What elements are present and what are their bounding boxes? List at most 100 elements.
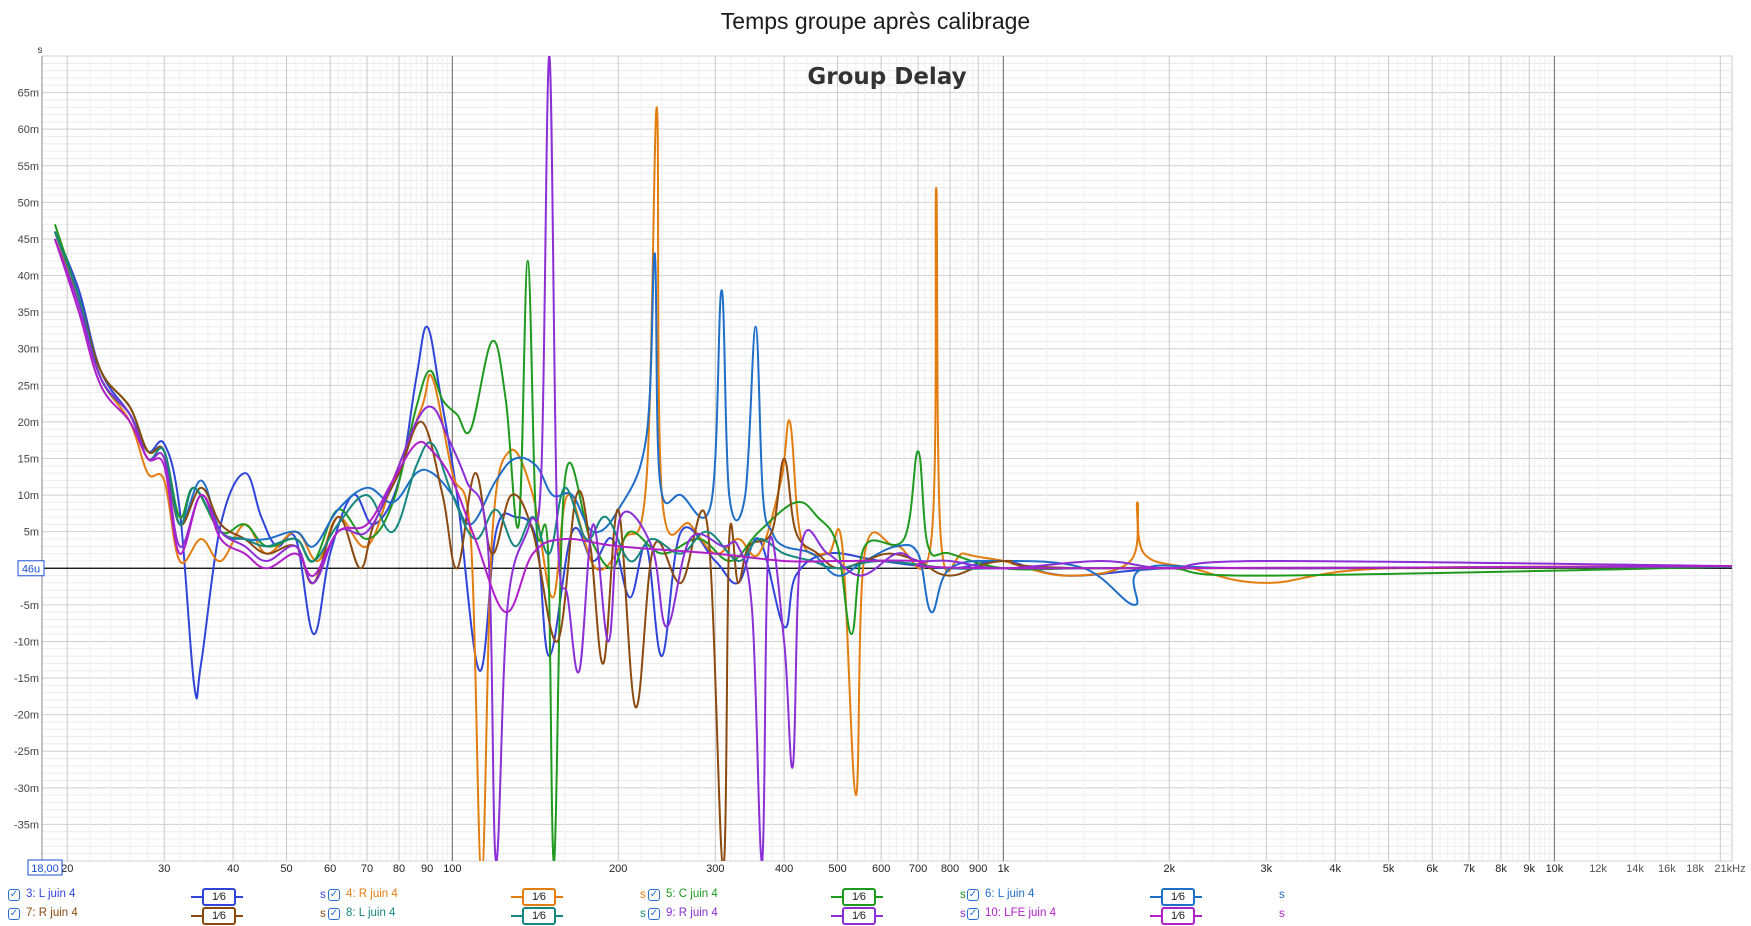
x-tick-label: 700 bbox=[909, 863, 927, 875]
legend-checkbox[interactable]: ✓ bbox=[328, 908, 340, 920]
cursor-readout-box: 18,00 bbox=[27, 859, 63, 876]
y-tick-label: -10m bbox=[14, 636, 39, 648]
legend-checkbox[interactable]: ✓ bbox=[8, 908, 20, 920]
legend-label: 6: L juin 4 bbox=[985, 888, 1035, 900]
smoothing-value: 1⁄6 bbox=[202, 907, 236, 925]
y-tick-label: 60m bbox=[18, 124, 39, 136]
smoothing-value: 1⁄6 bbox=[202, 888, 236, 906]
legend-unit: s bbox=[640, 908, 646, 920]
smoothing-button[interactable]: 1⁄6 bbox=[1150, 906, 1202, 925]
y-tick-label: 30m bbox=[18, 344, 39, 356]
x-tick-label: 3k bbox=[1261, 863, 1273, 875]
smoothing-button[interactable]: 1⁄6 bbox=[831, 906, 883, 925]
y-tick-label: -30m bbox=[14, 783, 39, 795]
x-tick-label: 600 bbox=[872, 863, 890, 875]
smoothing-button[interactable]: 1⁄6 bbox=[831, 887, 883, 906]
legend-unit: s bbox=[320, 908, 326, 920]
group-delay-chart[interactable]: 20 30 40 50 60 70 80 90 100 200 300 400 500 600 700 800… bbox=[0, 0, 1751, 880]
x-tick-label: 10k bbox=[1546, 863, 1564, 875]
smoothing-button[interactable]: 1⁄6 bbox=[511, 887, 563, 906]
y-tick-label: 5m bbox=[24, 527, 39, 539]
x-tick-label: 2k bbox=[1163, 863, 1175, 875]
legend-unit: s bbox=[320, 889, 326, 901]
smoothing-button[interactable]: 1⁄6 bbox=[191, 887, 243, 906]
x-tick-label: 800 bbox=[941, 863, 959, 875]
legend-label: 5: C juin 4 bbox=[666, 888, 718, 900]
zero-readout: 46u bbox=[22, 563, 40, 575]
smoothing-button[interactable]: 1⁄6 bbox=[191, 906, 243, 925]
legend-label: 10: LFE juin 4 bbox=[985, 907, 1056, 919]
x-tick-label: 40 bbox=[227, 863, 239, 875]
x-tick-label: 1k bbox=[998, 863, 1010, 875]
legend-checkbox[interactable]: ✓ bbox=[967, 889, 979, 901]
legend-label: 8: L juin 4 bbox=[346, 907, 396, 919]
page-title: Temps groupe après calibrage bbox=[720, 8, 1031, 34]
legend-unit: s bbox=[1279, 889, 1285, 901]
series-line-6 bbox=[53, 231, 1732, 570]
x-tick-label: 7k bbox=[1463, 863, 1475, 875]
x-tick-label: 5k bbox=[1383, 863, 1395, 875]
legend-item: ✓ 7: R juin 4 1⁄6 s bbox=[8, 906, 326, 926]
legend-checkbox[interactable]: ✓ bbox=[648, 889, 660, 901]
legend-checkbox[interactable]: ✓ bbox=[328, 889, 340, 901]
legend-unit: s bbox=[960, 908, 966, 920]
smoothing-value: 1⁄6 bbox=[1161, 907, 1195, 925]
y-tick-label: 15m bbox=[18, 454, 39, 466]
y-tick-label: 20m bbox=[18, 417, 39, 429]
legend-unit: s bbox=[960, 889, 966, 901]
legend-item: ✓ 4: R juin 4 1⁄6 s bbox=[328, 887, 646, 907]
chart-title: Group Delay bbox=[807, 64, 966, 90]
x-tick-label: 12k bbox=[1589, 863, 1607, 875]
x-tick-label: 70 bbox=[361, 863, 373, 875]
series-line-7 bbox=[53, 56, 1732, 861]
legend-checkbox[interactable]: ✓ bbox=[648, 908, 660, 920]
y-tick-label: 40m bbox=[18, 271, 39, 283]
y-tick-label: -15m bbox=[14, 673, 39, 685]
y-tick-label: 35m bbox=[18, 307, 39, 319]
series-layer bbox=[53, 56, 1732, 861]
series-line-8 bbox=[53, 238, 1732, 614]
x-tick-label: 100 bbox=[443, 863, 461, 875]
legend-label: 4: R juin 4 bbox=[346, 888, 398, 900]
legend-unit: s bbox=[640, 889, 646, 901]
legend-checkbox[interactable]: ✓ bbox=[8, 889, 20, 901]
x-tick-label: 200 bbox=[609, 863, 627, 875]
smoothing-value: 1⁄6 bbox=[1161, 888, 1195, 906]
x-tick-label: 9k bbox=[1523, 863, 1535, 875]
x-tick-label: 300 bbox=[706, 863, 724, 875]
legend-item: ✓ 6: L juin 4 1⁄6 s bbox=[967, 887, 1285, 907]
x-tick-label: 8k bbox=[1495, 863, 1507, 875]
y-tick-label: 45m bbox=[18, 234, 39, 246]
legend-checkbox[interactable]: ✓ bbox=[967, 908, 979, 920]
x-tick-label: 60 bbox=[324, 863, 336, 875]
x-tick-label: 90 bbox=[421, 863, 433, 875]
smoothing-button[interactable]: 1⁄6 bbox=[511, 906, 563, 925]
legend-item: ✓ 10: LFE juin 4 1⁄6 s bbox=[967, 906, 1285, 926]
y-tick-label: 50m bbox=[18, 197, 39, 209]
y-tick-label: 25m bbox=[18, 380, 39, 392]
legend-item: ✓ 8: L juin 4 1⁄6 s bbox=[328, 906, 646, 926]
x-tick-label: 50 bbox=[280, 863, 292, 875]
series-line-3 bbox=[53, 223, 1732, 861]
x-tick-label: 4k bbox=[1329, 863, 1341, 875]
smoothing-value: 1⁄6 bbox=[522, 907, 556, 925]
y-tick-label: -5m bbox=[20, 600, 39, 612]
x-tick-label: 18k bbox=[1686, 863, 1704, 875]
smoothing-button[interactable]: 1⁄6 bbox=[1150, 887, 1202, 906]
series-line-5 bbox=[53, 231, 1732, 861]
y-tick-label: -25m bbox=[14, 746, 39, 758]
smoothing-value: 1⁄6 bbox=[522, 888, 556, 906]
x-tick-label: 900 bbox=[969, 863, 987, 875]
x-tick-label: 14k bbox=[1626, 863, 1644, 875]
y-tick-label: -20m bbox=[14, 710, 39, 722]
x-tick-label: 16k bbox=[1658, 863, 1676, 875]
x-tick-label: 80 bbox=[393, 863, 405, 875]
x-tick-label: 400 bbox=[775, 863, 793, 875]
y-tick-label: -35m bbox=[14, 819, 39, 831]
legend-item: ✓ 5: C juin 4 1⁄6 s bbox=[648, 887, 966, 907]
y-tick-label: 65m bbox=[18, 88, 39, 100]
smoothing-value: 1⁄6 bbox=[842, 888, 876, 906]
y-tick-label: 55m bbox=[18, 161, 39, 173]
x-tick-label: 21kHz bbox=[1714, 863, 1745, 875]
x-tick-label: 20 bbox=[61, 863, 73, 875]
